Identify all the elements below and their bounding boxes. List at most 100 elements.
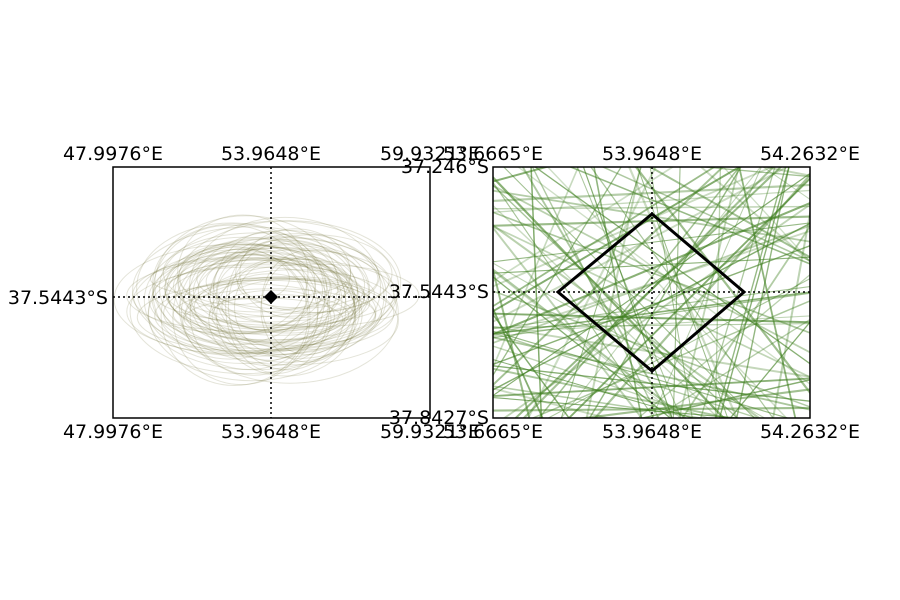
right-track-line [493,184,739,418]
left-orbit-track [260,256,356,363]
right-y-tick-bottom: 37.8427°S [389,407,489,429]
right-track-line [493,270,682,418]
left-orbit-track [261,250,355,355]
right-track-line [593,167,643,418]
right-track-line [601,167,810,262]
left-bottom-tick-3: 59.9321°E [380,421,480,443]
right-track-line [493,332,760,418]
left-orbit-track [160,246,309,386]
left-orbit-track [234,258,329,356]
left-orbit-track [188,216,382,358]
right-track-line [493,215,810,227]
left-orbit-track [152,223,316,345]
left-orbit-track [196,247,379,310]
right-top-tick-2: 53.9648°E [602,143,702,165]
left-orbit-track [148,251,356,346]
right-track-line [493,268,687,418]
right-track-line [493,276,672,418]
left-orbit-track [172,254,331,318]
left-orbit-track [166,238,370,343]
left-orbit-track [179,251,290,306]
left-orbit-track [216,257,357,377]
right-track-line [493,345,711,418]
left-bottom-tick-2: 53.9648°E [221,421,321,443]
right-track-line [637,167,729,418]
right-track-line [493,406,810,412]
left-orbit-track [151,243,347,354]
left-orbit-track [154,279,377,352]
left-orbit-track [189,254,319,376]
left-orbit-track [126,259,366,332]
left-orbit-track [126,266,377,357]
left-orbit-track [208,273,332,367]
left-orbit-track [154,215,339,354]
right-y-tick-top: 37.246°S [401,156,489,178]
right-track-line [521,167,673,418]
left-orbit-track [227,241,347,371]
right-track-line [493,172,810,397]
left-orbit-track [152,224,308,360]
left-orbit-track [177,214,309,334]
right-track-line [639,379,810,418]
right-track-line [493,175,726,418]
left-panel: 47.9976°E 53.9648°E 59.9321°E 47.9976°E … [8,143,480,443]
left-orbit-track [152,264,375,323]
left-center-diamond-marker [264,290,278,304]
left-orbit-track [164,244,332,335]
left-orbit-track [132,226,371,355]
right-track-line [772,208,810,418]
right-track-line [531,167,660,418]
right-track-line [590,167,774,418]
right-track-line [493,387,611,418]
right-track-line [493,224,761,418]
right-track-line [637,273,810,418]
right-track-line [493,306,544,418]
left-orbit-track [209,294,350,336]
left-orbit-track [180,242,399,384]
left-orbit-track [143,236,343,364]
left-orbit-track [178,247,319,371]
right-track-line [493,222,810,391]
left-orbit-track [113,243,360,355]
left-orbit-track [205,249,390,314]
left-orbit-track [193,269,397,346]
left-axes-frame [112,166,431,419]
left-y-tick-center: 37.5443°S [8,287,108,309]
right-track-line [493,189,810,213]
right-track-line [531,300,810,418]
right-track-line [700,167,776,418]
left-orbit-track [215,239,359,349]
left-top-tick-3: 59.9321°E [380,143,480,165]
left-track-cloud [113,214,420,386]
left-orbit-track [132,256,340,335]
right-track-line [560,167,642,418]
right-track-line [493,313,570,418]
right-track-line [493,385,706,418]
left-orbit-track [164,258,398,327]
right-bottom-tick-2: 53.9648°E [602,421,702,443]
right-track-line [493,167,550,183]
left-orbit-track [163,276,383,350]
left-orbit-track [225,239,330,374]
right-bottom-tick-1: 53.6665°E [443,421,543,443]
left-orbit-track [172,288,376,341]
left-orbit-track [159,220,400,355]
right-track-line [493,167,716,308]
right-track-line [527,167,657,418]
left-orbit-track [239,228,352,319]
right-axes-frame [492,166,811,419]
right-track-line [653,318,810,418]
left-top-tick-1: 47.9976°E [63,143,163,165]
left-orbit-track [148,245,356,382]
left-orbit-track [129,248,360,375]
left-orbit-track [174,237,395,347]
right-diamond-box [555,212,747,373]
right-track-line [714,167,722,418]
left-orbit-track [183,297,344,341]
left-top-tick-2: 53.9648°E [221,143,321,165]
right-track-line [493,396,746,418]
right-track-line [493,167,775,288]
right-track-line [648,167,810,259]
left-orbit-track [177,220,402,344]
right-track-line [722,167,810,263]
